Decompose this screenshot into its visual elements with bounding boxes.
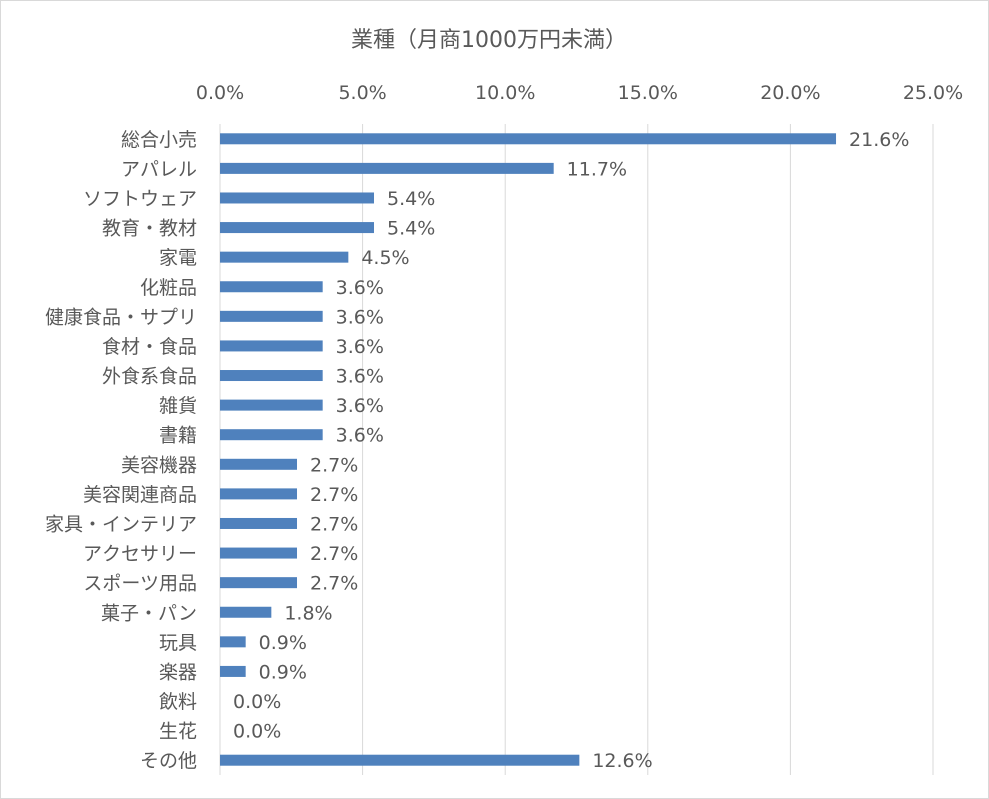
category-label: 化粧品 <box>140 277 197 299</box>
data-label: 2.7% <box>310 454 358 476</box>
bar <box>220 222 375 234</box>
category-label: ソフトウェア <box>83 188 197 210</box>
category-label: アパレル <box>121 158 197 180</box>
x-tick-label: 5.0% <box>338 82 386 104</box>
category-label: 家具・インテリア <box>45 513 197 535</box>
data-label: 1.8% <box>284 602 332 624</box>
bar <box>220 281 323 293</box>
category-label: 美容関連商品 <box>83 484 197 506</box>
category-label: 総合小売 <box>121 129 197 151</box>
bar <box>220 458 298 470</box>
x-axis-ticks: 0.0% 5.0% 10.0% 15.0% 20.0% 25.0% <box>196 82 963 104</box>
bar <box>220 488 298 500</box>
category-label: 雑貨 <box>159 395 197 417</box>
chart-title: 業種（月商1000万円未満） <box>351 28 627 53</box>
data-label: 0.9% <box>259 632 307 654</box>
category-label: 健康食品・サプリ <box>45 306 197 328</box>
data-label: 5.4% <box>387 188 435 210</box>
bar <box>220 665 246 677</box>
bar <box>220 310 323 322</box>
bar <box>220 340 323 352</box>
category-label: 菓子・パン <box>101 602 197 624</box>
category-label: 生花 <box>159 721 197 743</box>
data-label: 2.7% <box>310 573 358 595</box>
bar <box>220 754 580 766</box>
category-label: アクセサリー <box>83 543 197 565</box>
data-label: 0.9% <box>259 661 307 683</box>
data-label: 3.6% <box>336 277 384 299</box>
category-label: 楽器 <box>159 661 197 683</box>
category-label: 玩具 <box>159 632 197 654</box>
bar <box>220 192 375 204</box>
category-label: 美容機器 <box>121 454 197 476</box>
data-label: 0.0% <box>233 721 281 743</box>
bar <box>220 517 298 529</box>
bar <box>220 577 298 589</box>
x-tick-label: 0.0% <box>196 82 244 104</box>
data-label: 2.7% <box>310 543 358 565</box>
bar <box>220 399 323 411</box>
data-label: 3.6% <box>336 395 384 417</box>
x-tick-label: 25.0% <box>903 82 963 104</box>
x-tick-label: 15.0% <box>618 82 678 104</box>
category-label: 飲料 <box>159 691 197 713</box>
data-label: 21.6% <box>849 129 909 151</box>
data-label: 3.6% <box>336 425 384 447</box>
bar <box>220 636 246 648</box>
grid-lines <box>219 124 934 775</box>
bar <box>220 370 323 382</box>
category-label: 外食系食品 <box>102 366 197 388</box>
data-label: 5.4% <box>387 218 435 240</box>
x-tick-label: 10.0% <box>475 82 535 104</box>
bar <box>220 606 272 618</box>
data-label: 2.7% <box>310 513 358 535</box>
bar <box>220 162 554 174</box>
x-tick-label: 20.0% <box>760 82 820 104</box>
category-label: 書籍 <box>159 425 197 447</box>
bar <box>220 429 323 441</box>
data-label: 3.6% <box>336 336 384 358</box>
category-label: 家電 <box>159 247 197 269</box>
bar <box>220 251 349 263</box>
data-label: 4.5% <box>361 247 409 269</box>
data-labels: 21.6% 11.7% 5.4% 5.4% 4.5% 3.6% 3.6% 3.6% 3.6% 3.… <box>233 129 909 772</box>
bars <box>220 133 837 766</box>
category-label: その他 <box>140 750 197 772</box>
data-label: 12.6% <box>592 750 652 772</box>
data-label: 0.0% <box>233 691 281 713</box>
category-label: スポーツ用品 <box>83 573 197 595</box>
data-label: 11.7% <box>567 158 627 180</box>
category-label: 教育・教材 <box>102 218 197 240</box>
category-labels: 総合小売アパレルソフトウェア教育・教材家電化粧品健康食品・サプリ食材・食品外食系… <box>45 129 197 772</box>
category-label: 食材・食品 <box>102 336 197 358</box>
data-label: 2.7% <box>310 484 358 506</box>
bar <box>220 133 837 145</box>
bar <box>220 547 298 559</box>
data-label: 3.6% <box>336 306 384 328</box>
data-label: 3.6% <box>336 366 384 388</box>
